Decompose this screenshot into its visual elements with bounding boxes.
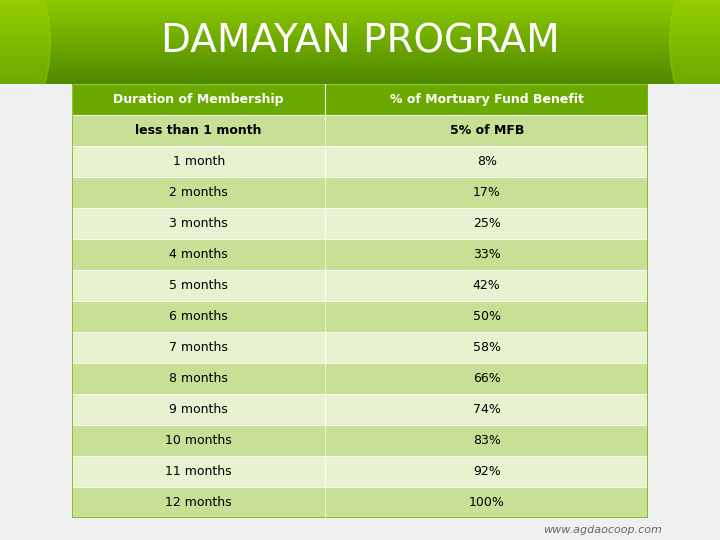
Text: 11 months: 11 months <box>166 465 232 478</box>
FancyBboxPatch shape <box>72 456 648 487</box>
Text: 5 months: 5 months <box>169 279 228 292</box>
Text: 17%: 17% <box>473 186 500 199</box>
Text: less than 1 month: less than 1 month <box>135 124 262 137</box>
Text: 25%: 25% <box>473 217 500 230</box>
Text: 50%: 50% <box>473 310 500 323</box>
FancyBboxPatch shape <box>72 239 648 270</box>
Text: 1 month: 1 month <box>173 155 225 168</box>
FancyBboxPatch shape <box>72 301 648 332</box>
Text: 2 months: 2 months <box>169 186 228 199</box>
FancyBboxPatch shape <box>72 270 648 301</box>
Ellipse shape <box>670 0 720 146</box>
FancyBboxPatch shape <box>72 177 648 208</box>
Text: 7 months: 7 months <box>169 341 228 354</box>
Text: 42%: 42% <box>473 279 500 292</box>
Text: 4 months: 4 months <box>169 248 228 261</box>
Text: 9 months: 9 months <box>169 403 228 416</box>
Text: 92%: 92% <box>473 465 500 478</box>
Text: 66%: 66% <box>473 372 500 385</box>
FancyBboxPatch shape <box>72 363 648 394</box>
FancyBboxPatch shape <box>72 332 648 363</box>
FancyBboxPatch shape <box>72 208 648 239</box>
Text: 8%: 8% <box>477 155 497 168</box>
Text: 33%: 33% <box>473 248 500 261</box>
Text: 83%: 83% <box>473 434 500 447</box>
Text: % of Mortuary Fund Benefit: % of Mortuary Fund Benefit <box>390 93 584 106</box>
FancyBboxPatch shape <box>72 84 648 115</box>
Text: Duration of Membership: Duration of Membership <box>114 93 284 106</box>
Text: 12 months: 12 months <box>166 496 232 509</box>
Text: 8 months: 8 months <box>169 372 228 385</box>
FancyBboxPatch shape <box>72 394 648 426</box>
Text: 5% of MFB: 5% of MFB <box>449 124 524 137</box>
Text: DAMAYAN PROGRAM: DAMAYAN PROGRAM <box>161 23 559 61</box>
Text: 6 months: 6 months <box>169 310 228 323</box>
Text: www.agdaocoop.com: www.agdaocoop.com <box>544 524 662 535</box>
FancyBboxPatch shape <box>72 487 648 518</box>
Text: 100%: 100% <box>469 496 505 509</box>
Text: 3 months: 3 months <box>169 217 228 230</box>
FancyBboxPatch shape <box>72 115 648 146</box>
Text: 74%: 74% <box>473 403 500 416</box>
FancyBboxPatch shape <box>72 146 648 177</box>
Text: 10 months: 10 months <box>166 434 232 447</box>
FancyBboxPatch shape <box>72 426 648 456</box>
Text: 58%: 58% <box>473 341 500 354</box>
Ellipse shape <box>0 0 50 146</box>
